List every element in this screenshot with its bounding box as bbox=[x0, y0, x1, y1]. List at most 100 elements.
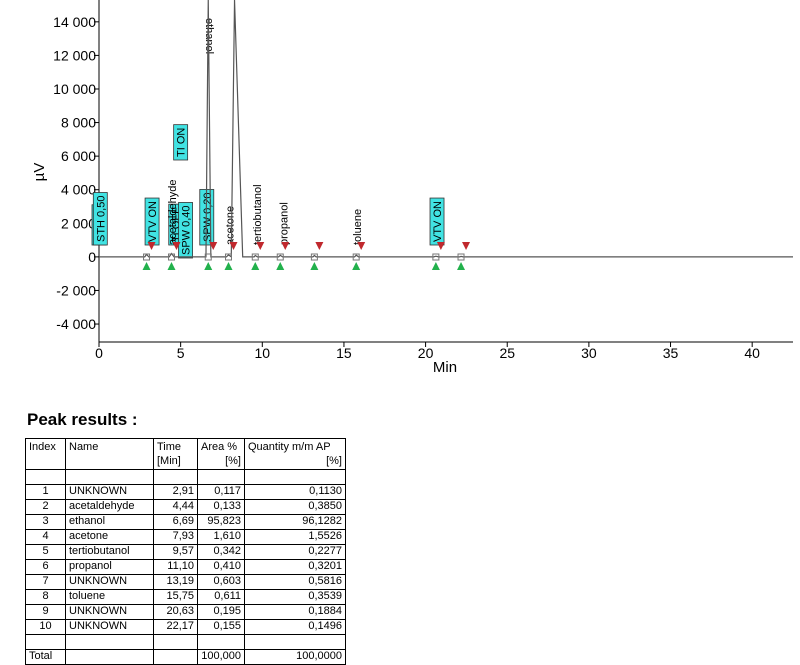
event-box bbox=[429, 197, 445, 246]
peak-end-marker bbox=[315, 242, 324, 250]
cell: 0,5816 bbox=[244, 574, 346, 590]
x-tick-label: 20 bbox=[418, 345, 434, 361]
cell: 95,823 bbox=[197, 514, 245, 530]
cell: 0,2277 bbox=[244, 544, 346, 560]
chromatogram: Min µV -4 000 -2 000 0 2 000 4 000 6 000 8 000… bbox=[31, 0, 793, 376]
data-row: 2 acetaldehyde 4,44 0,133 0,3850 bbox=[25, 499, 346, 515]
header-text: Quantity m/m AP bbox=[248, 441, 331, 453]
header-text: Index bbox=[29, 441, 56, 453]
peak-label: acetaldehyde bbox=[167, 180, 179, 245]
peak-end-marker bbox=[462, 242, 471, 250]
cell: toluene bbox=[65, 589, 154, 605]
blank-cell bbox=[197, 469, 245, 485]
peak-label: propanol bbox=[279, 202, 291, 245]
cell: 0,611 bbox=[197, 589, 245, 605]
data-row: 3 ethanol 6,69 95,823 96,1282 bbox=[25, 514, 346, 530]
peak-label: ethanol bbox=[203, 18, 215, 54]
data-row: 10 UNKNOWN 22,17 0,155 0,1496 bbox=[25, 619, 346, 635]
x-tick-label: 15 bbox=[336, 345, 352, 361]
header-row: Index Name Time [Min] Area % [%] Quantity m/m … bbox=[25, 438, 346, 470]
peak-apex-marker bbox=[310, 253, 318, 261]
header-text: [%] bbox=[225, 455, 241, 467]
header-text: Time bbox=[157, 441, 182, 453]
cell: 6,69 bbox=[153, 514, 198, 530]
x-tick-label: 10 bbox=[255, 345, 271, 361]
cell: 0,3201 bbox=[244, 559, 346, 575]
cell: 8 bbox=[25, 589, 66, 605]
peak-label: toluene bbox=[352, 209, 364, 245]
cell: 0,1884 bbox=[244, 604, 346, 620]
peak-start-marker bbox=[204, 262, 213, 270]
blank-cell bbox=[153, 469, 198, 485]
peak-apex-marker bbox=[457, 253, 465, 261]
peak-end-marker bbox=[209, 242, 218, 250]
x-tick-label: 30 bbox=[581, 345, 597, 361]
cell: 0,410 bbox=[197, 559, 245, 575]
cell: 1 bbox=[25, 484, 66, 500]
blank-row bbox=[25, 634, 346, 650]
peak-label: acetone bbox=[225, 206, 237, 245]
peak-apex-marker bbox=[276, 253, 284, 261]
cell: 100,0000 bbox=[244, 649, 346, 665]
x-axis-label: Min bbox=[433, 359, 457, 376]
data-row: 8 toluene 15,75 0,611 0,3539 bbox=[25, 589, 346, 605]
cell: 7 bbox=[25, 574, 66, 590]
blank-cell bbox=[244, 469, 346, 485]
chromatogram-line bbox=[99, 0, 793, 259]
peak-start-marker bbox=[431, 262, 440, 270]
cell: acetone bbox=[65, 529, 154, 545]
peak-start-marker bbox=[276, 262, 285, 270]
cell: 2 bbox=[25, 499, 66, 515]
header-text: [%] bbox=[326, 455, 342, 467]
header-cell: Area % [%] bbox=[197, 438, 245, 470]
data-row: 4 acetone 7,93 1,610 1,5526 bbox=[25, 529, 346, 545]
y-axis-label: µV bbox=[31, 163, 48, 182]
cell: 10 bbox=[25, 619, 66, 635]
peak-end-marker bbox=[172, 242, 181, 250]
event-box bbox=[178, 202, 193, 259]
cell: propanol bbox=[65, 559, 154, 575]
peak-end-marker bbox=[281, 242, 290, 250]
cell: 5 bbox=[25, 544, 66, 560]
data-row: 5 tertiobutanol 9,57 0,342 0,2277 bbox=[25, 544, 346, 560]
y-tick-label: -2 000 bbox=[56, 282, 96, 298]
cell: 0,3850 bbox=[244, 499, 346, 515]
cell: 15,75 bbox=[153, 589, 198, 605]
cell: tertiobutanol bbox=[65, 544, 154, 560]
cell: 0,342 bbox=[197, 544, 245, 560]
cell: 13,19 bbox=[153, 574, 198, 590]
cell bbox=[65, 649, 154, 665]
cell: 4,44 bbox=[153, 499, 198, 515]
header-text: [Min] bbox=[157, 455, 181, 467]
x-tick-label: 40 bbox=[744, 345, 760, 361]
peak-apex-marker bbox=[204, 253, 212, 261]
cell: 1,610 bbox=[197, 529, 245, 545]
cell: 6 bbox=[25, 559, 66, 575]
peak-apex-marker bbox=[168, 253, 176, 261]
y-tick-label: -4 000 bbox=[56, 316, 96, 332]
x-tick-label: 0 bbox=[95, 345, 103, 361]
cell: 0,195 bbox=[197, 604, 245, 620]
cell: 11,10 bbox=[153, 559, 198, 575]
section-title: Peak results : bbox=[27, 410, 138, 429]
cell: 0,155 bbox=[197, 619, 245, 635]
peak-apex-marker bbox=[251, 253, 259, 261]
header-text: Area % bbox=[201, 441, 238, 453]
cell: 1,5526 bbox=[244, 529, 346, 545]
cell: 0,1496 bbox=[244, 619, 346, 635]
cell: 100,000 bbox=[197, 649, 245, 665]
total-row: Total 100,000 100,0000 bbox=[25, 649, 346, 665]
x-tick-label: 35 bbox=[663, 345, 679, 361]
y-tick-label: 10 000 bbox=[53, 81, 96, 97]
blank-cell bbox=[244, 634, 346, 650]
y-tick-label: 4 000 bbox=[61, 182, 96, 198]
cell: 4 bbox=[25, 529, 66, 545]
header-cell: Time [Min] bbox=[153, 438, 198, 470]
y-tick-label: 12 000 bbox=[53, 47, 96, 63]
cell: 96,1282 bbox=[244, 514, 346, 530]
header-cell: Quantity m/m AP [%] bbox=[244, 438, 346, 470]
y-tick-label: 8 000 bbox=[61, 115, 96, 131]
peak-label: tertiobutanol bbox=[252, 184, 264, 245]
cell: 0,1130 bbox=[244, 484, 346, 500]
